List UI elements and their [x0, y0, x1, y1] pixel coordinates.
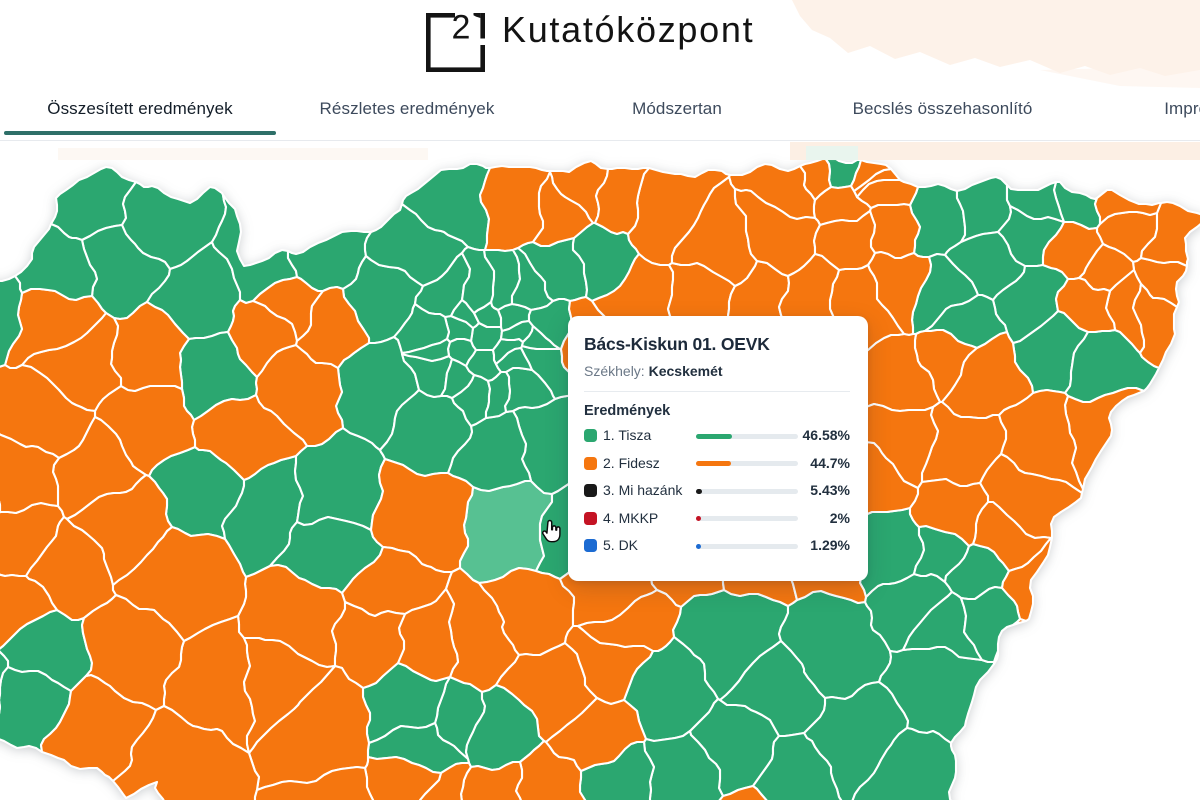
svg-text:2: 2 — [452, 9, 471, 47]
